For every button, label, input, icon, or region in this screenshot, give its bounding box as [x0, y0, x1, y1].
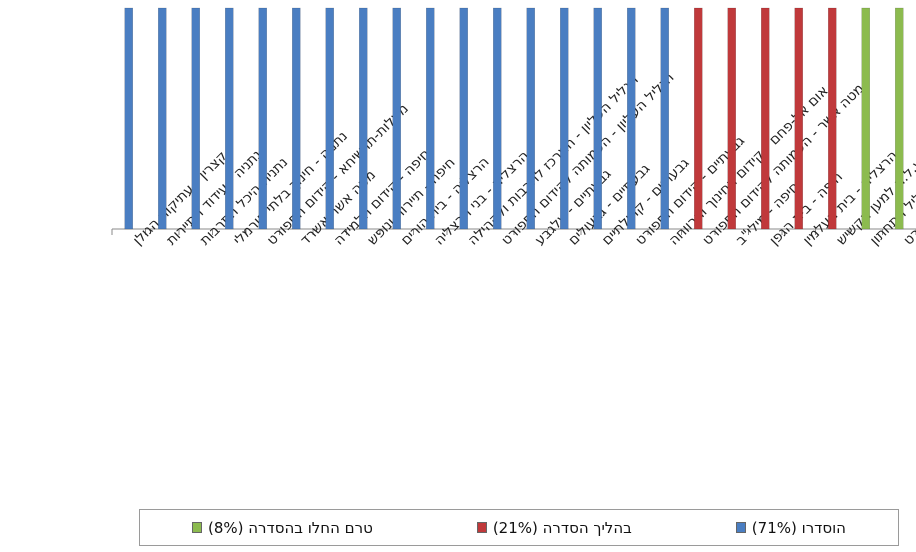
legend-item-settled: הוסדרו (71%)	[735, 518, 846, 537]
bar-series-0-5	[292, 7, 301, 230]
bar-series-0-1	[158, 7, 167, 230]
bar-series-0-14	[593, 7, 602, 230]
bar-series-1-21	[828, 7, 837, 230]
bar-series-0-11	[493, 7, 502, 230]
bar-series-0-6	[325, 7, 334, 230]
chart-legend: הוסדרו (71%) בהליך הסדרה (21%) טרם החלו …	[139, 509, 899, 546]
bar-series-1-19	[761, 7, 770, 230]
bar-series-0-16	[660, 7, 669, 230]
bar-series-0-13	[560, 7, 569, 230]
bar-series-1-18	[727, 7, 736, 230]
legend-swatch-in-process	[476, 522, 487, 533]
bar-series-0-12	[526, 7, 535, 230]
legend-swatch-settled	[735, 522, 746, 533]
legend-label-settled: הוסדרו (71%)	[751, 518, 846, 537]
bar-series-0-15	[627, 7, 636, 230]
bar-series-1-17	[694, 7, 703, 230]
bar-series-0-0	[124, 7, 133, 230]
bar-series-0-7	[359, 7, 368, 230]
bar-series-0-9	[426, 7, 435, 230]
bar-series-0-3	[225, 7, 234, 230]
bar-series-0-8	[392, 7, 401, 230]
bar-series-1-20	[794, 7, 803, 230]
bar-series-0-2	[191, 7, 200, 230]
bar-series-2-23	[895, 7, 904, 230]
legend-item-not-started: טרם החלו בהסדרה (8%)	[191, 518, 373, 537]
bar-series-0-4	[258, 7, 267, 230]
bar-series-2-22	[861, 7, 870, 230]
legend-label-not-started: טרם החלו בהסדרה (8%)	[207, 518, 373, 537]
legend-item-in-process: בהליך הסדרה (21%)	[476, 518, 632, 537]
legend-swatch-not-started	[191, 522, 202, 533]
legend-label-in-process: בהליך הסדרה (21%)	[492, 518, 632, 537]
bar-series-0-10	[459, 7, 468, 230]
